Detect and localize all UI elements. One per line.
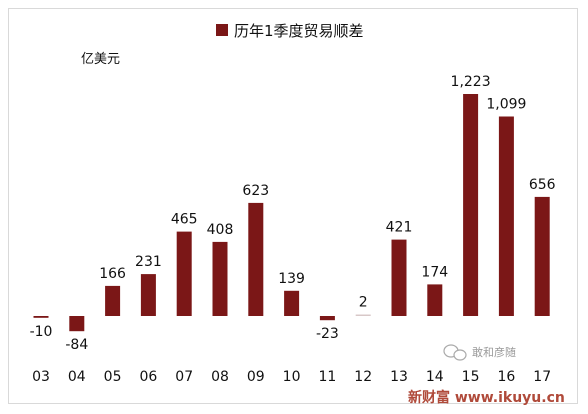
legend: 历年1季度贸易顺差 [216,22,364,40]
x-tick-12: 12 [354,369,372,385]
x-tick-15: 15 [462,369,480,385]
data-label-09: 623 [242,183,269,199]
data-label-11: -23 [316,326,339,342]
x-tick-04: 04 [68,369,86,385]
legend-label: 历年1季度贸易顺差 [234,22,364,40]
data-label-15: 1,223 [451,74,491,90]
bar-12 [355,314,371,316]
data-label-05: 166 [99,266,126,282]
watermark-text: 敢和彦随 [472,345,516,359]
bar-09 [248,202,264,316]
bars-layer [33,94,550,332]
bar-15 [463,94,479,316]
footer-text: 新财富 www.ikuyu.cn [408,389,565,406]
data-label-12: 2 [359,295,368,311]
bar-07 [176,231,192,316]
x-tick-05: 05 [104,369,122,385]
bar-03 [33,316,49,318]
x-tick-17: 17 [533,369,551,385]
x-tick-06: 06 [139,369,157,385]
data-label-13: 421 [386,220,413,236]
x-tick-13: 13 [390,369,408,385]
data-label-17: 656 [529,177,556,193]
x-tick-16: 16 [497,369,515,385]
data-label-04: -84 [65,337,88,353]
bar-16 [498,116,514,316]
wechat-icon [443,344,467,361]
bar-05 [105,285,121,316]
watermark: 敢和彦随 [443,344,516,361]
bar-11 [319,316,335,321]
data-label-10: 139 [278,271,305,287]
x-tick-labels-layer: 03 04 05 06 07 08 09 10 11 12 13 14 15 16 17 [32,369,551,385]
data-label-08: 408 [207,222,234,238]
x-tick-10: 10 [283,369,301,385]
bar-13 [391,239,407,316]
bar-04 [69,316,85,332]
bar-06 [140,274,156,316]
bar-14 [427,284,443,316]
data-label-03: -10 [30,324,53,340]
x-tick-07: 07 [175,369,193,385]
unit-label: 亿美元 [81,52,120,67]
data-labels-layer: -10 -84 166 231 465 408 623 139 -23 2 421 174 1,223 1… [30,74,556,353]
data-label-16: 1,099 [486,97,526,113]
bar-08 [212,241,228,316]
data-label-07: 465 [171,212,198,228]
legend-swatch [216,24,228,36]
x-tick-11: 11 [318,369,336,385]
x-tick-03: 03 [32,369,50,385]
data-label-06: 231 [135,254,162,270]
bar-17 [534,196,550,316]
chart-border [8,8,578,404]
x-tick-09: 09 [247,369,265,385]
x-tick-14: 14 [426,369,444,385]
x-tick-08: 08 [211,369,229,385]
bar-10 [284,290,300,316]
data-label-14: 174 [421,264,448,280]
